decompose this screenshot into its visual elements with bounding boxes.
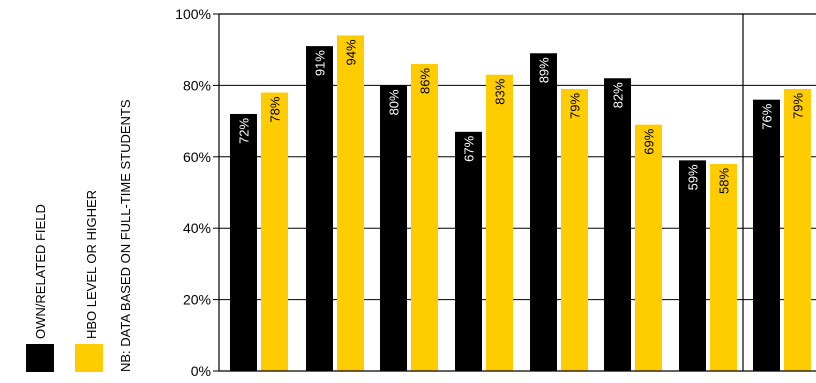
data-label: 86% [418, 68, 433, 94]
data-label: 72% [237, 118, 252, 144]
bar-own-related-field [306, 46, 333, 371]
bar-own-related-field [753, 99, 780, 372]
legend-label-own-related-field: OWN/RELATED FIELD [33, 204, 48, 339]
data-label: 58% [717, 168, 732, 194]
bar-hbo-level [635, 124, 662, 371]
bar-own-related-field [679, 160, 706, 371]
bar-hbo-level [486, 74, 513, 371]
data-label: 91% [313, 50, 328, 76]
bar-hbo-level [784, 88, 811, 371]
y-tick-label: 100% [175, 6, 211, 22]
data-label: 76% [760, 103, 775, 129]
y-tick-label: 60% [183, 149, 211, 165]
bar-own-related-field [455, 131, 482, 371]
bar-hbo-level [337, 35, 364, 372]
y-tick-label: 80% [183, 77, 211, 93]
bars [230, 35, 811, 372]
bar-hbo-level [261, 92, 288, 371]
y-tick-label: 40% [183, 220, 211, 236]
data-label: 78% [268, 96, 283, 122]
y-tick-label: 20% [183, 292, 211, 308]
data-labels: 72% 91% 80% 67% 89% 82% 59% 76% 78% 94% 86% 83% 79% 6… [237, 39, 806, 194]
bar-own-related-field [604, 78, 631, 371]
data-label: 79% [791, 93, 806, 119]
legend-label-hbo-level: HBO LEVEL OR HIGHER [84, 190, 99, 339]
data-label: 80% [387, 89, 402, 115]
bar-hbo-level [411, 63, 438, 371]
data-label: 67% [462, 135, 477, 161]
data-label: 82% [611, 82, 626, 108]
data-label: 69% [642, 128, 657, 154]
legend-swatch-hbo-level [75, 344, 103, 372]
bar-hbo-level [710, 163, 737, 371]
data-label: 94% [344, 39, 359, 65]
y-axis-ticks: 0% 20% 40% 60% 80% 100% [175, 6, 219, 379]
legend-swatch-own-related-field [26, 344, 54, 372]
bar-own-related-field [380, 85, 407, 372]
data-label: 79% [568, 93, 583, 119]
legend: OWN/RELATED FIELD HBO LEVEL OR HIGHER NB… [26, 99, 133, 372]
data-label: 83% [493, 78, 508, 104]
data-label: 59% [686, 164, 701, 190]
bar-own-related-field [530, 53, 557, 372]
bar-own-related-field [230, 113, 257, 372]
data-label: 89% [537, 57, 552, 83]
y-tick-label: 0% [191, 363, 211, 379]
bar-hbo-level [561, 88, 588, 371]
legend-note: NB: DATA BASED ON FULL-TIME STUDENTS [118, 99, 133, 372]
